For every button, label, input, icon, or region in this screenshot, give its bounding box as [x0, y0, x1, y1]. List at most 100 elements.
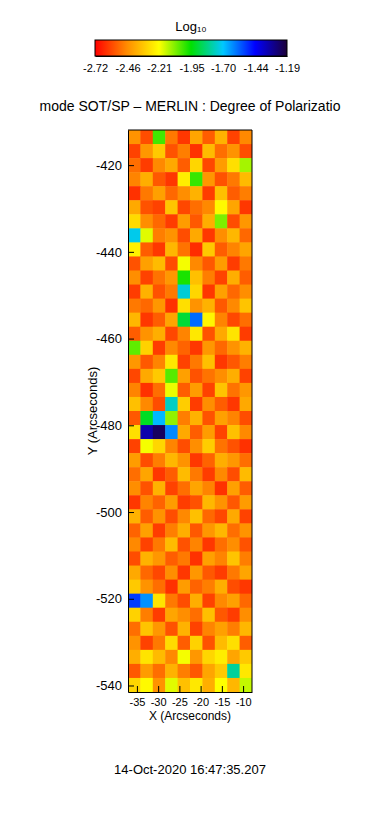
cell: [153, 313, 166, 328]
cell: [165, 200, 178, 215]
cell: [202, 566, 215, 581]
cell: [227, 537, 240, 552]
cell: [227, 369, 240, 384]
cell: [153, 664, 166, 679]
cell: [165, 369, 178, 384]
cell: [178, 397, 191, 412]
cell: [227, 678, 240, 692]
cell: [240, 313, 252, 328]
cell: [128, 383, 141, 398]
cell: [165, 411, 178, 426]
cell: [165, 158, 178, 173]
cell: [227, 271, 240, 286]
cell: [215, 369, 228, 384]
cell: [178, 172, 191, 187]
cell: [190, 622, 203, 637]
cell: [128, 678, 141, 692]
tick-mark: [128, 512, 134, 513]
cell: [202, 608, 215, 623]
cell: [190, 664, 203, 679]
tick: -2.46: [116, 56, 141, 74]
cell: [165, 313, 178, 328]
cell: [128, 242, 141, 257]
cell: [140, 664, 153, 679]
cell: [153, 200, 166, 215]
cell: [227, 200, 240, 215]
cell: [165, 242, 178, 257]
cell: [128, 158, 141, 173]
cell: [215, 172, 228, 187]
cell: [165, 130, 178, 145]
cell: [227, 453, 240, 468]
tick: -20: [193, 686, 209, 708]
cell: [190, 425, 203, 440]
cell: [240, 228, 252, 243]
cell: [227, 397, 240, 412]
cell: [202, 453, 215, 468]
cell: [165, 537, 178, 552]
cell: [140, 271, 153, 286]
cell: [215, 650, 228, 665]
cell: [178, 355, 191, 370]
cell: [202, 341, 215, 356]
tick: -440: [96, 245, 134, 260]
cell: [240, 608, 252, 623]
cell: [153, 383, 166, 398]
cell: [227, 481, 240, 496]
cell: [140, 397, 153, 412]
cell: [165, 580, 178, 595]
cell: [215, 608, 228, 623]
cell: [227, 355, 240, 370]
cell: [153, 256, 166, 271]
cell: [240, 383, 252, 398]
cell: [202, 481, 215, 496]
cell: [190, 299, 203, 314]
cell: [240, 481, 252, 496]
cell: [153, 608, 166, 623]
cell: [202, 271, 215, 286]
cell: [215, 481, 228, 496]
cell: [178, 200, 191, 215]
cell: [190, 411, 203, 426]
cell: [140, 509, 153, 524]
cell: [215, 636, 228, 651]
cell: [128, 439, 141, 454]
cell: [227, 228, 240, 243]
cell: [190, 636, 203, 651]
cell: [227, 608, 240, 623]
cell: [215, 130, 228, 145]
cell: [178, 495, 191, 510]
cell: [227, 439, 240, 454]
cell: [240, 439, 252, 454]
cell: [190, 341, 203, 356]
cell: [215, 383, 228, 398]
cell: [153, 214, 166, 229]
tick: -25: [172, 686, 188, 708]
cell: [190, 271, 203, 286]
cell: [140, 495, 153, 510]
cell: [215, 397, 228, 412]
cell: [240, 650, 252, 665]
axis-line: [129, 692, 253, 693]
cell: [215, 271, 228, 286]
cell: [240, 622, 252, 637]
cell: [202, 594, 215, 609]
cell: [165, 664, 178, 679]
cell: [140, 678, 153, 692]
cell: [153, 158, 166, 173]
cell: [178, 214, 191, 229]
cell: [202, 299, 215, 314]
cell: [128, 453, 141, 468]
cell: [153, 439, 166, 454]
cell: [140, 228, 153, 243]
cell: [140, 580, 153, 595]
cell: [240, 552, 252, 567]
cell: [215, 523, 228, 538]
cell: [215, 453, 228, 468]
cell: [202, 369, 215, 384]
cell: [190, 481, 203, 496]
cell: [165, 271, 178, 286]
cell: [240, 327, 252, 342]
cell: [190, 439, 203, 454]
cell: [140, 355, 153, 370]
